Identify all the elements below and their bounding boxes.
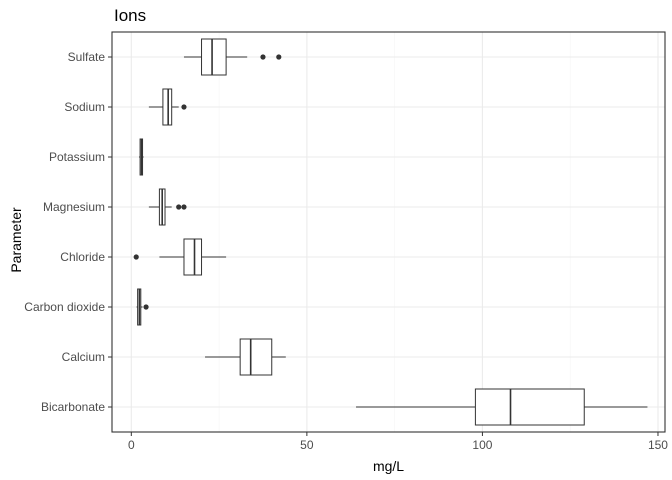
- y-tick-label: Sulfate: [68, 50, 106, 64]
- x-tick-label: 50: [300, 438, 314, 452]
- box-sodium: [162, 88, 173, 126]
- box-chloride: [183, 238, 203, 276]
- outlier-sodium: [181, 104, 187, 110]
- chart-title: Ions: [114, 6, 147, 25]
- outlier-sulfate: [276, 54, 282, 60]
- y-tick-label: Chloride: [60, 250, 105, 264]
- x-tick-label: 0: [128, 438, 135, 452]
- y-tick-label: Sodium: [64, 100, 105, 114]
- box-sulfate: [201, 38, 227, 76]
- outlier-magnesium: [181, 204, 187, 210]
- outlier-magnesium: [176, 204, 182, 210]
- box-calcium: [239, 338, 273, 376]
- x-tick-label: 100: [472, 438, 492, 452]
- x-axis-title: mg/L: [372, 458, 405, 474]
- plot-panel: [112, 32, 665, 432]
- y-tick-label: Bicarbonate: [41, 400, 105, 414]
- y-tick-label: Calcium: [62, 350, 105, 364]
- y-tick-label: Magnesium: [43, 200, 105, 214]
- y-tick-label: Potassium: [49, 150, 105, 164]
- outlier-chloride: [133, 254, 139, 260]
- x-tick-label: 150: [648, 438, 668, 452]
- y-tick-label: Carbon dioxide: [24, 300, 105, 314]
- panel-border: [111, 31, 666, 433]
- box-bicarbonate: [474, 388, 585, 426]
- y-axis-title: Parameter: [8, 207, 24, 273]
- outlier-carbon-dioxide: [143, 304, 149, 310]
- outlier-sulfate: [260, 54, 266, 60]
